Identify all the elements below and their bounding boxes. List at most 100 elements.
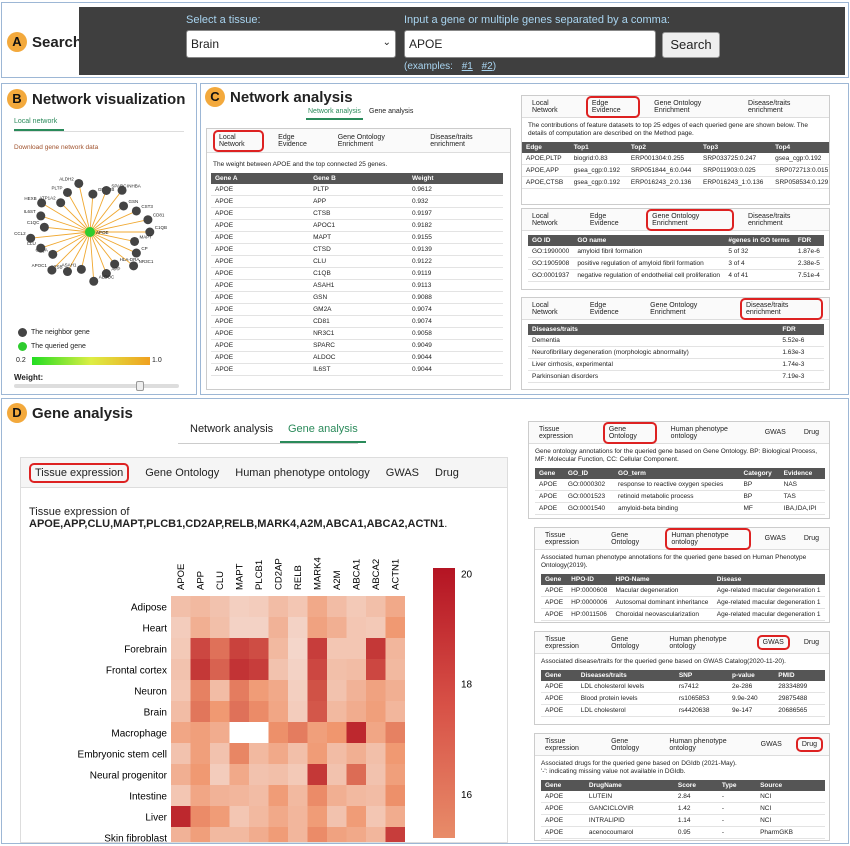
neighbor-node[interactable]: [119, 201, 129, 211]
neighbor-node[interactable]: [130, 236, 140, 246]
neighbor-node[interactable]: [117, 185, 127, 195]
example-link-1[interactable]: #1: [461, 61, 473, 72]
edge-evidence-panel: Local Network Edge Evidence Gene Ontolog…: [521, 95, 830, 205]
weight-slider[interactable]: [14, 381, 179, 391]
tab-gene-ontology[interactable]: Gene Ontology: [602, 422, 657, 444]
example-link-2[interactable]: #2: [481, 61, 493, 72]
neighbor-node[interactable]: [101, 269, 111, 279]
tab-gwas[interactable]: GWAS: [760, 741, 782, 748]
tab-tissue-expression[interactable]: Tissue expression: [545, 737, 579, 752]
tab-gene-analysis[interactable]: Gene analysis: [369, 108, 414, 115]
neighbor-node[interactable]: [76, 264, 86, 274]
tissue-select[interactable]: Brain ⌄: [186, 30, 396, 58]
tab-go-enrichment[interactable]: Gene Ontology Enrichment: [646, 209, 735, 231]
tab-gene-ontology[interactable]: Gene Ontology: [611, 531, 640, 546]
network-graph[interactable]: C1QBMAPTCPNR3C1HLA-DRAAPPALDOCASAH1CTSBA…: [10, 172, 190, 302]
neighbor-node[interactable]: [36, 211, 46, 221]
neighbor-node[interactable]: [39, 222, 49, 232]
neighbor-node[interactable]: [89, 276, 99, 286]
heatmap-cell: [190, 827, 210, 842]
tab-human-phenotype[interactable]: Human phenotype ontology: [665, 528, 751, 550]
col-header: HPO-ID: [567, 574, 612, 585]
gene-input[interactable]: APOE: [404, 30, 656, 58]
neighbor-node[interactable]: [74, 178, 84, 188]
tab-edge-evidence[interactable]: Edge Evidence: [278, 133, 307, 148]
tab-tissue-expression[interactable]: Tissue expression: [29, 462, 130, 483]
tab-tissue-expression[interactable]: Tissue expression: [545, 531, 579, 546]
neighbor-node[interactable]: [131, 206, 141, 216]
tab-drug[interactable]: Drug: [803, 429, 820, 436]
col-header: Gene: [535, 468, 564, 479]
heatmap-column-label: A2M: [332, 570, 343, 590]
heatmap-cell: [249, 722, 269, 743]
table-cell: retinoid metabolic process: [614, 490, 740, 503]
tab-disease-enrichment[interactable]: Disease/traits enrichment: [748, 212, 791, 227]
examples-prefix: (examples:: [404, 61, 453, 72]
tab-human-phenotype[interactable]: Human phenotype ontology: [235, 466, 370, 479]
neighbor-node[interactable]: [37, 198, 47, 208]
tab-gene-ontology[interactable]: Gene Ontology: [611, 737, 640, 752]
neighbor-node[interactable]: [48, 249, 58, 259]
neighbor-node[interactable]: [131, 248, 141, 258]
table-cell: HP:0000608: [567, 585, 612, 597]
table-cell: APOE: [211, 207, 310, 220]
tab-tissue-expression[interactable]: Tissue expression: [539, 425, 573, 440]
tab-network-analysis[interactable]: Network analysis: [190, 423, 274, 435]
tab-gwas[interactable]: GWAS: [385, 466, 420, 479]
queried-node[interactable]: [85, 227, 95, 237]
tab-human-phenotype[interactable]: Human phenotype ontology: [669, 635, 727, 650]
tab-human-phenotype[interactable]: Human phenotype ontology: [669, 737, 727, 752]
tab-network-analysis[interactable]: Network analysis: [306, 108, 363, 120]
tab-disease-enrichment[interactable]: Disease/traits enrichment: [430, 133, 473, 148]
tab-local-network[interactable]: Local Network: [532, 301, 558, 316]
neighbor-node[interactable]: [36, 243, 46, 253]
tab-tissue-expression[interactable]: Tissue expression: [545, 635, 579, 650]
neighbor-node[interactable]: [56, 198, 66, 208]
weight-slider-handle[interactable]: [136, 381, 145, 391]
neighbor-node[interactable]: [62, 267, 72, 277]
tab-gwas[interactable]: GWAS: [764, 429, 786, 436]
neighbor-node[interactable]: [143, 215, 153, 225]
tab-drug[interactable]: Drug: [803, 535, 819, 542]
neighbor-node[interactable]: [88, 189, 98, 199]
tab-disease-enrichment[interactable]: Disease/traits enrichment: [748, 99, 791, 114]
neighbor-node[interactable]: [47, 265, 57, 275]
table-cell: Age-related macular degeneration 1: [712, 585, 825, 597]
heatmap-cell: [171, 701, 191, 722]
tab-drug[interactable]: Drug: [435, 466, 459, 479]
download-link[interactable]: Download gene network data: [14, 144, 99, 151]
tab-gwas[interactable]: GWAS: [764, 535, 786, 542]
table-cell: -: [717, 791, 757, 803]
tab-go-enrichment[interactable]: Gene Ontology Enrichment: [654, 99, 702, 114]
search-button[interactable]: Search: [662, 32, 720, 58]
neighbor-node[interactable]: [101, 185, 111, 195]
tab-go-enrichment[interactable]: Gene Ontology Enrichment: [337, 133, 385, 148]
tab-human-phenotype[interactable]: Human phenotype ontology: [670, 425, 728, 440]
tab-drug[interactable]: Drug: [795, 737, 823, 752]
table-cell: APOE: [541, 704, 577, 717]
node-label: CTSB: [50, 265, 62, 270]
neighbor-node[interactable]: [110, 259, 120, 269]
tab-drug[interactable]: Drug: [803, 639, 819, 646]
neighbor-node[interactable]: [26, 233, 36, 243]
network-edge: [51, 231, 91, 271]
neighbor-node[interactable]: [145, 227, 155, 237]
tab-go-enrichment[interactable]: Gene Ontology Enrichment: [650, 301, 698, 316]
tab-local-network[interactable]: Local Network: [213, 129, 265, 152]
neighbor-node[interactable]: [62, 187, 72, 197]
tab-gene-ontology[interactable]: Gene Ontology: [145, 466, 220, 479]
heatmap-cell: [346, 806, 366, 827]
tab-gene-analysis[interactable]: Gene analysis: [280, 423, 366, 443]
tab-edge-evidence[interactable]: Edge Evidence: [589, 212, 619, 227]
tab-gwas[interactable]: GWAS: [756, 635, 790, 650]
heatmap-cell: [366, 827, 386, 842]
tab-edge-evidence[interactable]: Edge Evidence: [585, 96, 641, 118]
tab-gene-ontology[interactable]: Gene Ontology: [611, 635, 640, 650]
table-cell: BP: [739, 479, 780, 491]
tab-local-network[interactable]: Local Network: [532, 212, 558, 227]
tab-local-network[interactable]: Local network: [14, 118, 64, 131]
neighbor-node[interactable]: [129, 261, 139, 271]
tab-local-network[interactable]: Local Network: [532, 99, 558, 114]
tab-disease-enrichment[interactable]: Disease/traits enrichment: [740, 298, 823, 320]
tab-edge-evidence[interactable]: Edge Evidence: [589, 301, 619, 316]
